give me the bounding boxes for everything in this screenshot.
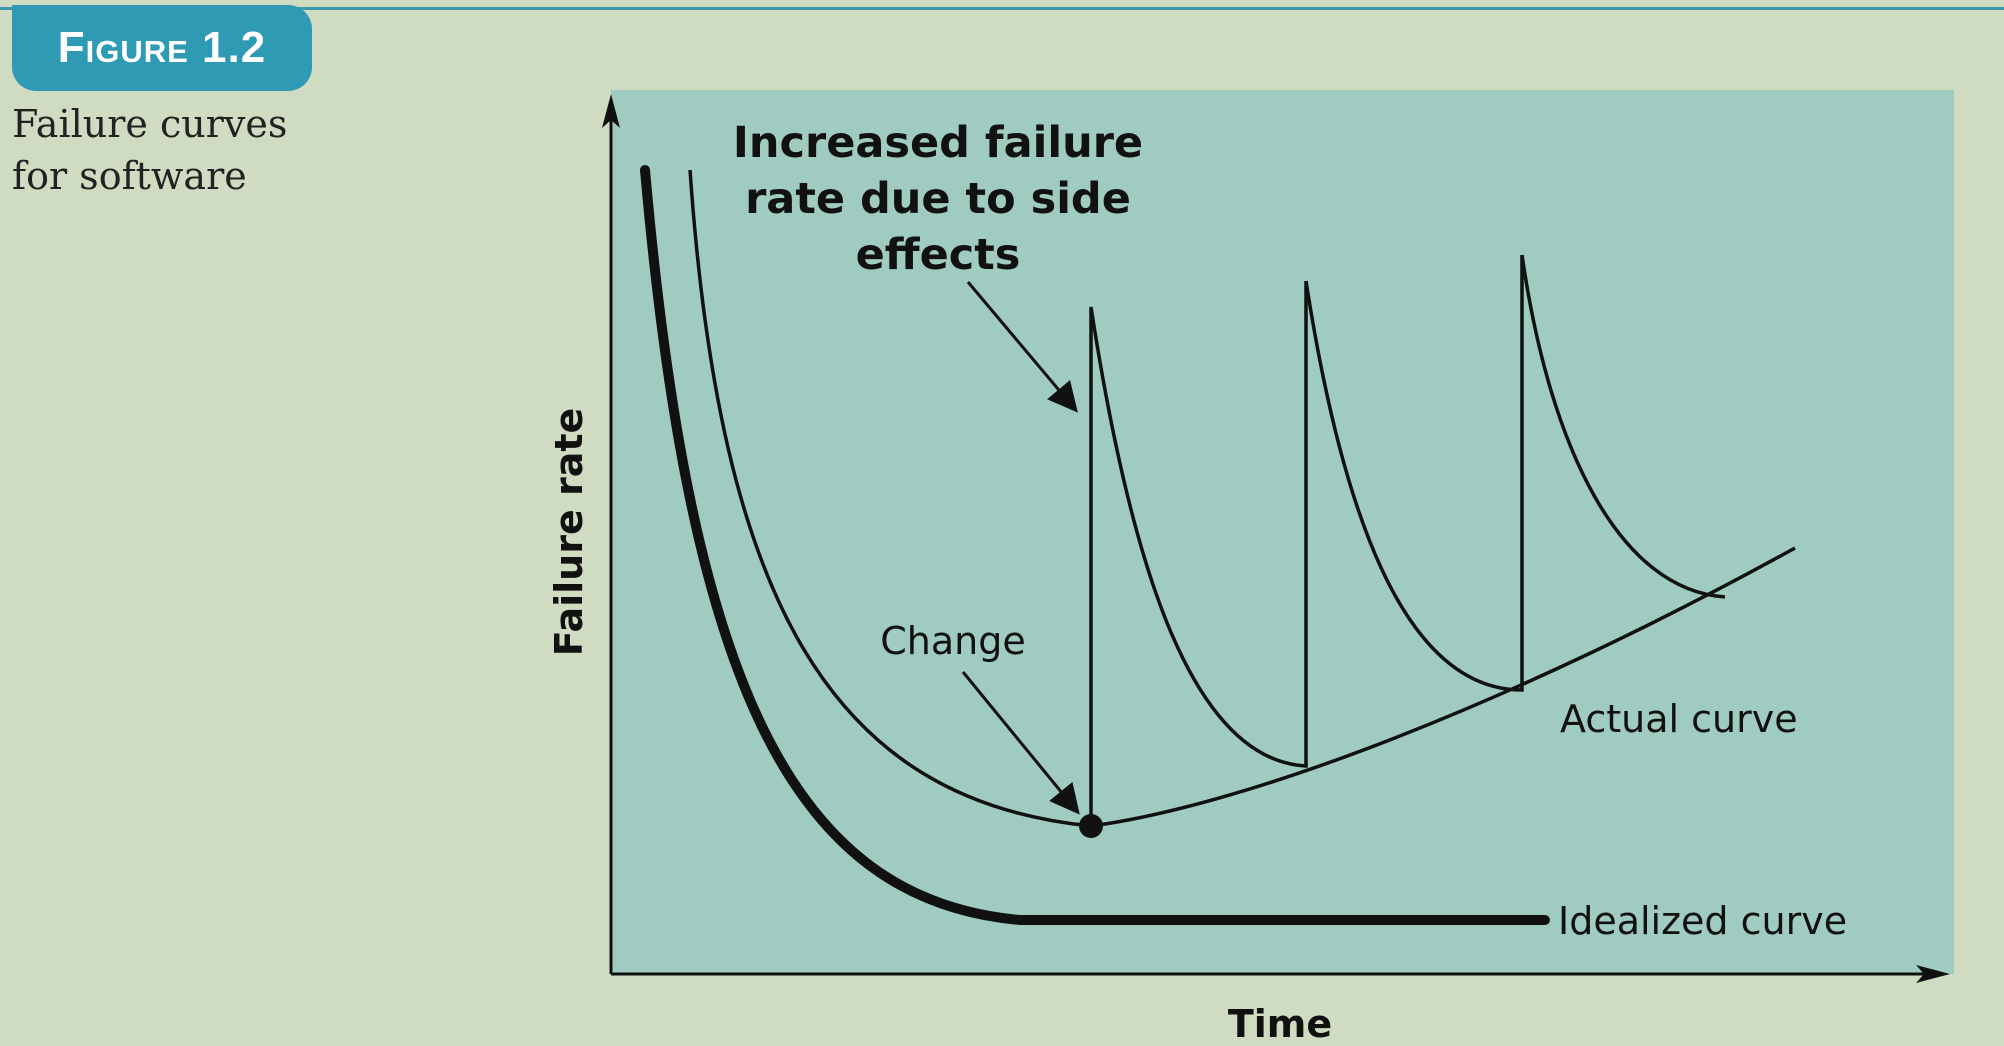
figure-caption: Failure curves for software xyxy=(12,98,342,202)
change-point xyxy=(1079,814,1103,838)
figure-badge: Figure 1.2 xyxy=(12,5,312,91)
side-effect-spike-1 xyxy=(1089,281,1308,826)
y-axis-title: Failure rate xyxy=(547,408,591,657)
side-effects-annotation-line-2: rate due to side xyxy=(745,174,1131,224)
idealized-curve-label: Idealized curve xyxy=(1558,899,1847,943)
idealized-curve xyxy=(640,165,1550,925)
change-label: Change xyxy=(880,619,1026,663)
change-arrow xyxy=(961,671,1080,815)
caption-line-2: for software xyxy=(12,154,247,198)
side-effects-arrow xyxy=(966,281,1078,413)
x-axis-arrowhead xyxy=(1916,965,1950,983)
figure-label: Figure 1.2 xyxy=(57,23,267,72)
top-rule xyxy=(0,7,2004,10)
plot-area xyxy=(611,90,1954,974)
caption-line-1: Failure curves xyxy=(12,102,288,146)
actual-curve-label: Actual curve xyxy=(1560,697,1798,741)
side-effect-spike-2 xyxy=(1304,255,1524,692)
side-effects-annotation-line-3: effects xyxy=(856,230,1021,280)
x-axis-title: Time xyxy=(1228,1002,1332,1046)
side-effects-annotation-line-1: Increased failure xyxy=(733,118,1143,168)
y-axis-arrowhead xyxy=(602,94,620,128)
side-effect-spike-3 xyxy=(1520,254,1726,599)
